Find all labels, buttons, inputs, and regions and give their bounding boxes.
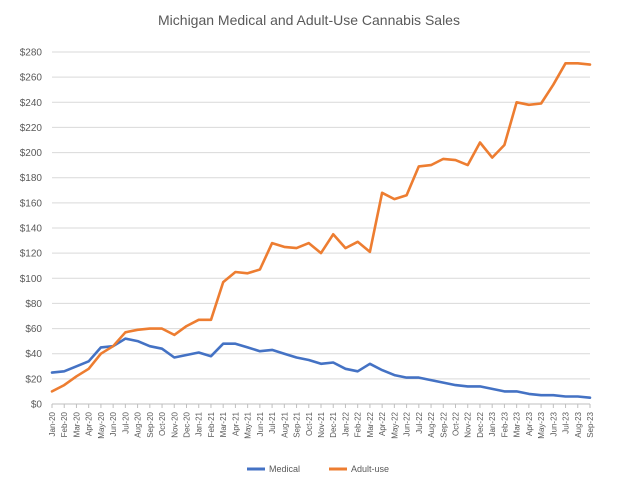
y-tick-label: $260 — [20, 73, 43, 84]
chart-title: Michigan Medical and Adult-Use Cannabis … — [158, 12, 460, 28]
x-tick-label: Sep-20 — [146, 411, 155, 437]
x-tick-label: Sep-21 — [293, 411, 302, 437]
x-tick-label: Jan-22 — [341, 411, 350, 436]
y-tick-label: $160 — [20, 198, 43, 209]
x-tick-label: Oct-20 — [158, 411, 167, 436]
y-tick-label: $40 — [25, 349, 42, 360]
x-tick-label: Jun-22 — [403, 411, 412, 436]
x-tick-label: Feb-22 — [354, 411, 363, 437]
x-tick-label: Sep-23 — [586, 411, 595, 437]
y-tick-label: $200 — [20, 148, 43, 159]
x-tick-label: Mar-22 — [366, 411, 375, 437]
x-tick-label: Apr-23 — [525, 411, 534, 436]
x-axis-tick-labels: Jan-20 Feb-20 Mar-20 Apr-20 May-20 Jun-20 Jul-… — [48, 411, 595, 438]
y-tick-label: $100 — [20, 274, 43, 285]
x-tick-label: May-23 — [537, 411, 546, 438]
x-tick-label: May-22 — [390, 411, 399, 438]
x-tick-label: Jun-21 — [256, 411, 265, 436]
x-tick-label: Dec-21 — [329, 411, 338, 437]
x-tick-label: Jan-20 — [48, 411, 57, 436]
x-tick-label: Jan-23 — [488, 411, 497, 436]
x-tick-label: Jan-21 — [195, 411, 204, 436]
x-tick-label: Jul-23 — [562, 411, 571, 433]
x-tick-label: Oct-21 — [305, 411, 314, 436]
y-tick-label: $220 — [20, 123, 43, 134]
y-tick-label: $120 — [20, 249, 43, 260]
y-tick-label: $80 — [25, 299, 42, 310]
series-line-medical — [50, 337, 592, 400]
y-tick-label: $280 — [20, 48, 43, 59]
x-tick-label: Jul-22 — [415, 411, 424, 433]
x-tick-label: Mar-21 — [219, 411, 228, 437]
legend-label-medical: Medical — [269, 464, 300, 474]
x-tick-label: Apr-21 — [231, 411, 240, 436]
x-tick-label: Oct-22 — [452, 411, 461, 436]
x-tick-label: Apr-22 — [378, 411, 387, 436]
legend-label-adult-use: Adult-use — [351, 464, 389, 474]
x-tick-label: Sep-22 — [439, 411, 448, 437]
gridlines — [51, 51, 591, 408]
y-tick-label: $240 — [20, 98, 43, 109]
x-tick-label: Mar-20 — [72, 411, 81, 437]
x-tick-label: Feb-20 — [60, 411, 69, 437]
x-tick-label: Nov-22 — [464, 411, 473, 437]
x-tick-label: Dec-22 — [476, 411, 485, 437]
x-tick-label: Aug-20 — [134, 411, 143, 437]
x-tick-label: Jul-21 — [268, 411, 277, 433]
x-tick-label: Aug-22 — [427, 411, 436, 437]
y-axis-tick-labels: $0 $20 $40 $60 $80 $100 $120 $140 $160 $180 $200 $2… — [20, 48, 43, 411]
x-tick-label: Feb-21 — [207, 411, 216, 437]
series-lines — [50, 61, 592, 400]
y-tick-label: $60 — [25, 324, 42, 335]
series-line-adult-use — [50, 61, 592, 393]
x-tick-label: Dec-20 — [183, 411, 192, 437]
x-tick-label: Apr-20 — [85, 411, 94, 436]
x-tick-label: Aug-23 — [574, 411, 583, 437]
y-tick-label: $140 — [20, 224, 43, 235]
x-tick-label: Nov-20 — [170, 411, 179, 437]
x-tick-label: Aug-21 — [280, 411, 289, 437]
x-tick-label: Jun-23 — [549, 411, 558, 436]
legend: Medical Adult-use — [247, 464, 389, 474]
x-tick-label: Mar-23 — [513, 411, 522, 437]
y-tick-label: $0 — [31, 400, 43, 411]
x-tick-label: Nov-21 — [317, 411, 326, 437]
x-tick-label: Jun-20 — [109, 411, 118, 436]
x-tick-label: May-20 — [97, 411, 106, 438]
x-tick-label: Feb-23 — [500, 411, 509, 437]
x-tick-label: May-21 — [244, 411, 253, 438]
x-tick-label: Jul-20 — [121, 411, 130, 433]
y-tick-label: $20 — [25, 374, 42, 385]
y-tick-label: $180 — [20, 173, 43, 184]
